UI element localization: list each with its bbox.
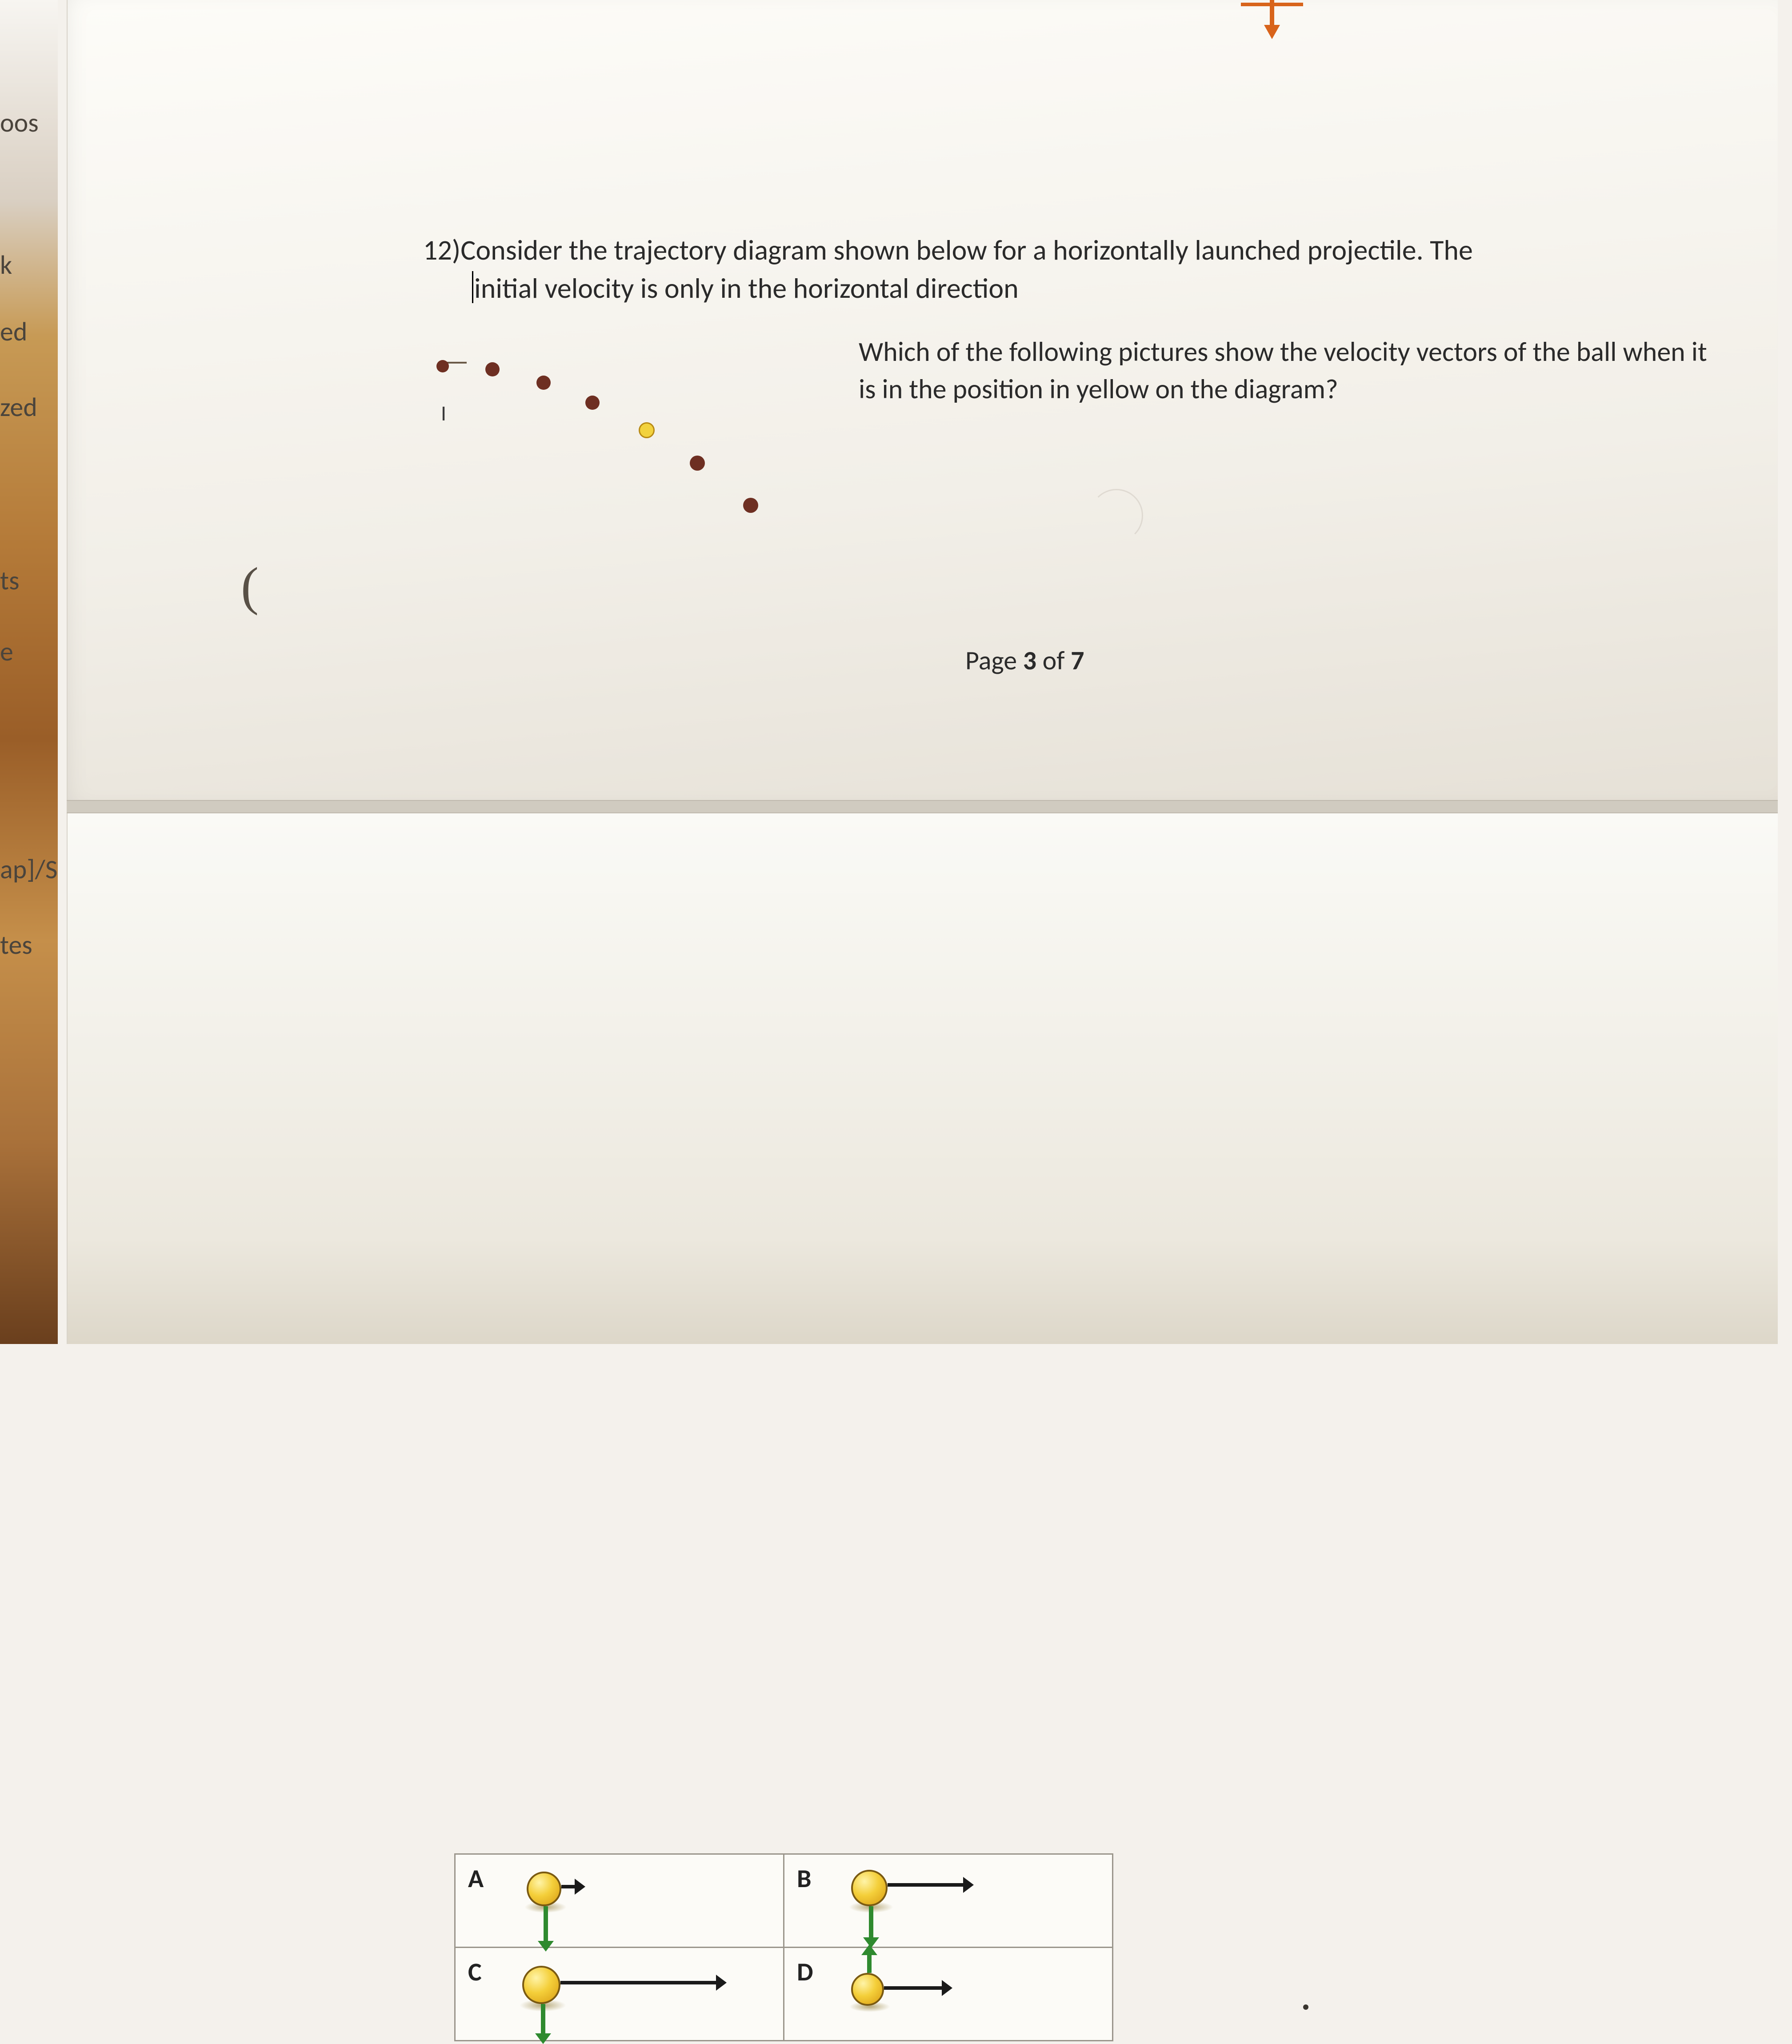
cropped-arrow-icon (1241, 0, 1330, 40)
option-label: C (468, 1956, 482, 1988)
document-page-lower: A B C D (67, 813, 1778, 1344)
text-cursor (472, 271, 473, 303)
vector-diagram-b (838, 1864, 1087, 1939)
page-break (67, 800, 1778, 813)
document-page-upper: 12)Consider the trajectory diagram shown… (67, 0, 1778, 800)
page-prefix: Page (965, 644, 1023, 677)
sidebar-text: oos (0, 107, 39, 139)
question-line1: Consider the trajectory diagram shown be… (460, 233, 1473, 268)
page-current: 3 (1023, 644, 1036, 677)
trajectory-diagram: I (436, 351, 836, 529)
stray-parenthesis: ( (241, 556, 259, 617)
option-label: D (797, 1956, 813, 1988)
sidebar-text: k (0, 249, 12, 281)
smudge-mark (1090, 489, 1143, 542)
subquestion-text: Which of the following pictures show the… (859, 333, 1725, 408)
question-number: 12) (423, 233, 460, 268)
sidebar-text: zed (0, 391, 37, 424)
stray-dot (1303, 2004, 1308, 2010)
option-label: A (468, 1863, 484, 1894)
vector-diagram-d (838, 1957, 1087, 2032)
option-cell-c: C (455, 1948, 784, 2041)
option-cell-d: D (784, 1948, 1113, 2041)
option-cell-a: A (455, 1854, 784, 1948)
option-cell-b: B (784, 1854, 1113, 1948)
sidebar-text: ap]/S (0, 853, 57, 886)
sidebar-fragment-strip: oos k ed zed ts e ap]/S tes (0, 0, 58, 1344)
question-line2: initial velocity is only in the horizont… (474, 271, 1019, 306)
question-block: 12)Consider the trajectory diagram shown… (423, 231, 1712, 308)
sidebar-text: ts (0, 564, 20, 597)
sidebar-text: e (0, 636, 13, 668)
page-footer: Page 3 of 7 (965, 644, 1084, 677)
page-total: 7 (1071, 644, 1084, 677)
sidebar-text: ed (0, 316, 27, 348)
sidebar-text: tes (0, 929, 32, 961)
vector-diagram-c (509, 1957, 758, 2032)
answer-options-table: A B C D (454, 1853, 1113, 2041)
option-label: B (797, 1863, 812, 1894)
vector-diagram-a (509, 1864, 758, 1939)
page-of: of (1036, 644, 1071, 677)
